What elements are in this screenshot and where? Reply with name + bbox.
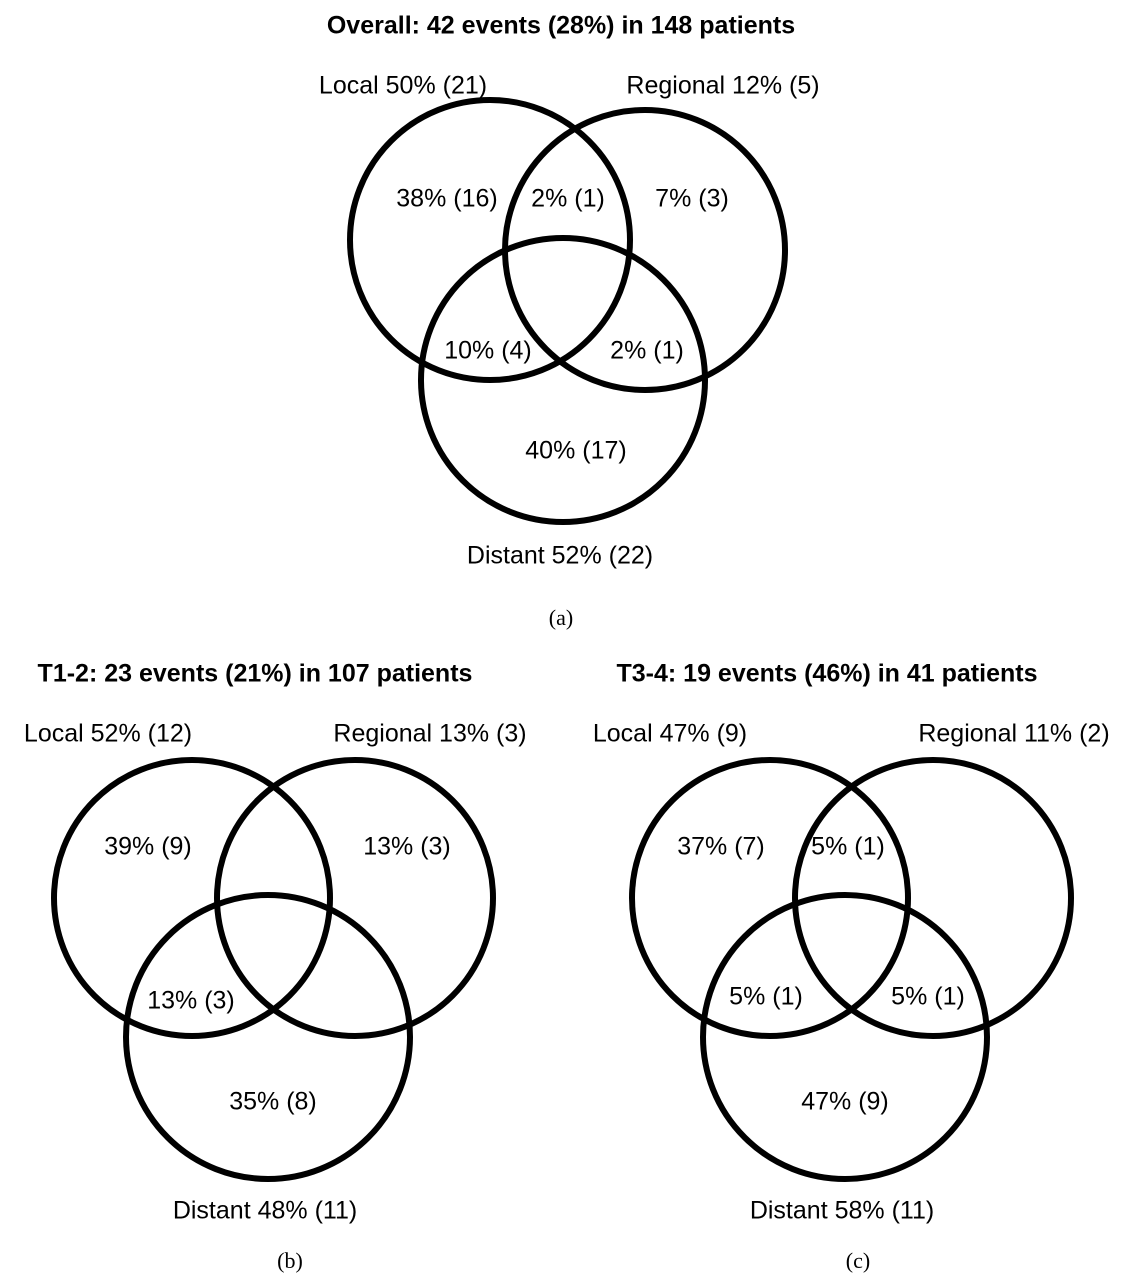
set-label: Local 47% (9): [593, 720, 747, 748]
distant-circle: [418, 235, 708, 525]
regional-circle: [792, 757, 1074, 1039]
caption: (b): [277, 1248, 303, 1273]
region-label: 37% (7): [677, 833, 765, 861]
caption: (a): [549, 605, 573, 630]
distant-circle: [700, 892, 990, 1182]
panel-title: T3-4: 19 events (46%) in 41 patients: [617, 660, 1038, 688]
region-label: 2% (1): [531, 185, 605, 213]
region-label: 40% (17): [525, 437, 626, 465]
distant-circle: [123, 892, 413, 1182]
region-label: 5% (1): [811, 833, 885, 861]
region-label: 38% (16): [396, 185, 497, 213]
region-label: 47% (9): [801, 1088, 889, 1116]
region-label: 13% (3): [363, 833, 451, 861]
local-circle: [51, 757, 333, 1039]
set-label: Regional 11% (2): [918, 720, 1109, 748]
set-label: Distant 48% (11): [173, 1197, 357, 1225]
panel-a: Overall: 42 events (28%) in 148 patients…: [319, 12, 820, 630]
caption: (c): [846, 1248, 870, 1273]
region-label: 39% (9): [104, 833, 192, 861]
set-label: Regional 12% (5): [626, 72, 819, 100]
local-circle: [629, 757, 911, 1039]
local-circle: [347, 97, 633, 383]
panel-c: T3-4: 19 events (46%) in 41 patients Loc…: [593, 660, 1110, 1273]
region-label: 10% (4): [444, 337, 532, 365]
region-label: 5% (1): [729, 983, 803, 1011]
region-label: 2% (1): [610, 337, 684, 365]
set-label: Regional 13% (3): [333, 720, 526, 748]
panel-b: T1-2: 23 events (21%) in 107 patients Lo…: [24, 660, 527, 1273]
set-label: Local 50% (21): [319, 72, 487, 100]
region-label: 13% (3): [147, 987, 235, 1015]
region-label: 5% (1): [891, 983, 965, 1011]
region-label: 35% (8): [229, 1088, 317, 1116]
region-label: 7% (3): [655, 185, 729, 213]
set-label: Local 52% (12): [24, 720, 192, 748]
set-label: Distant 52% (22): [467, 542, 653, 570]
panel-title: T1-2: 23 events (21%) in 107 patients: [38, 660, 473, 688]
set-label: Distant 58% (11): [750, 1197, 934, 1225]
panel-title: Overall: 42 events (28%) in 148 patients: [327, 12, 795, 40]
regional-circle: [214, 757, 496, 1039]
